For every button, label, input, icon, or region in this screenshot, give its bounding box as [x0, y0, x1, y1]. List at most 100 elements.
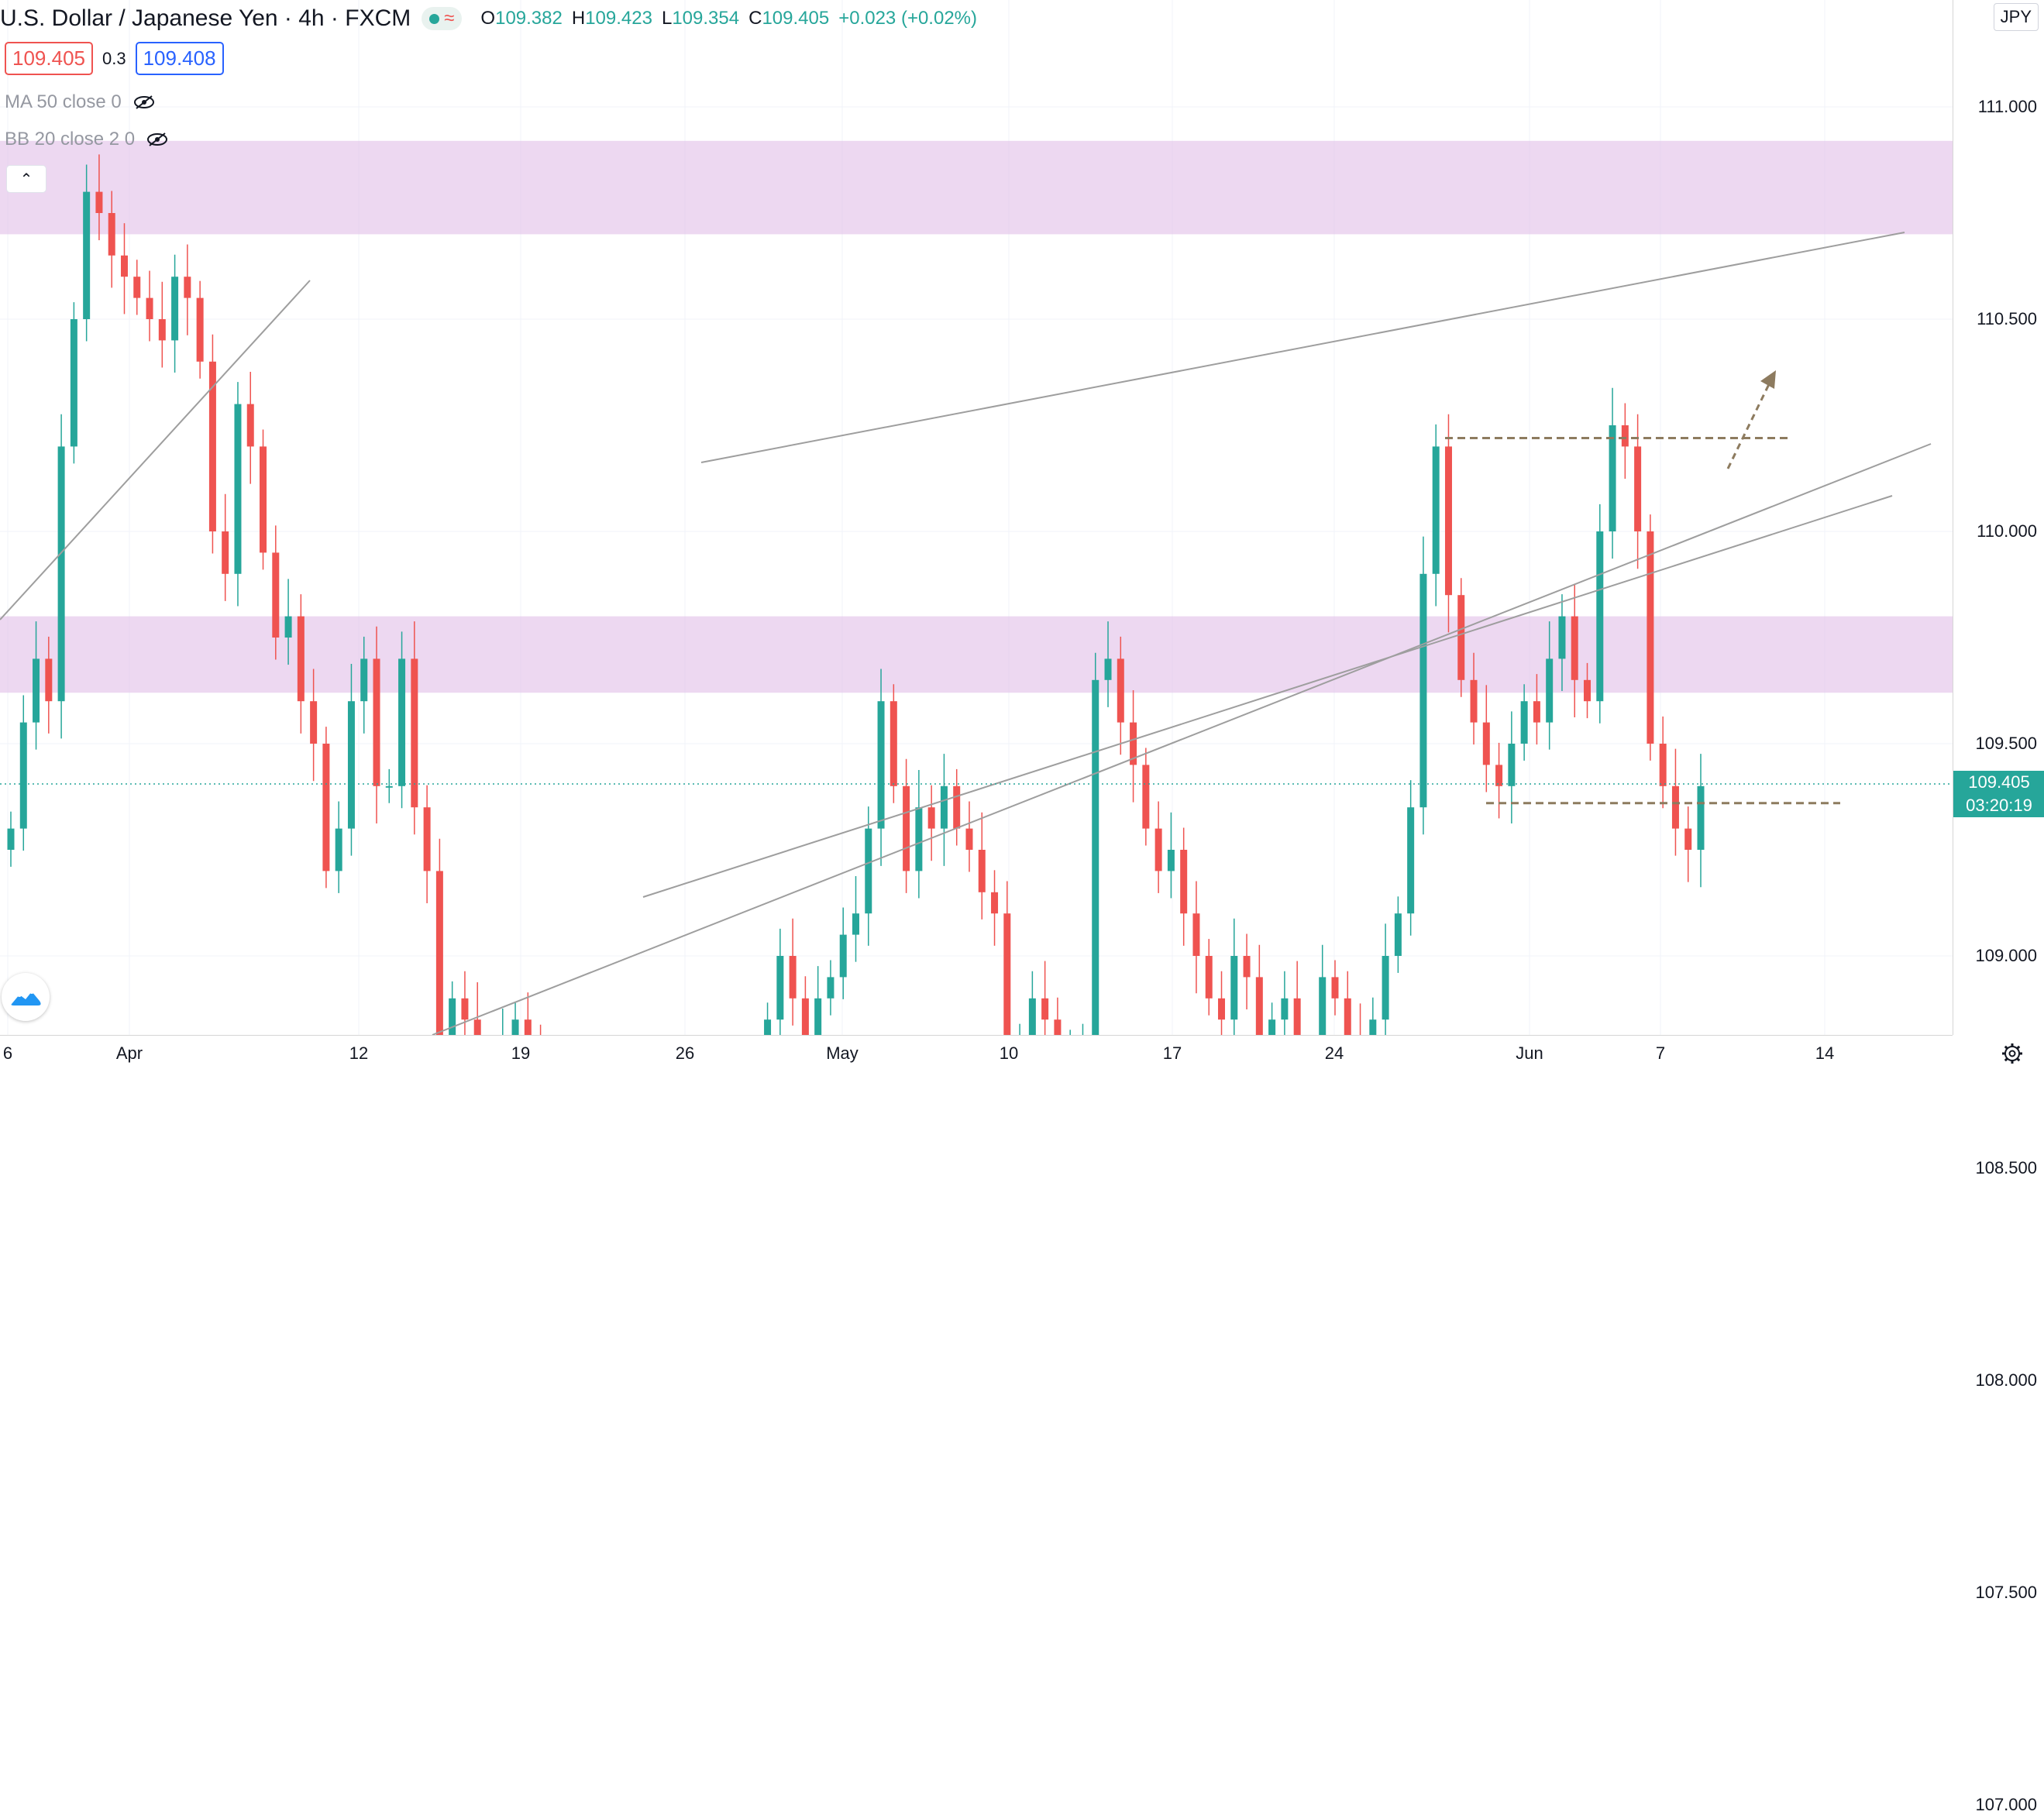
price-tick-label: 107.000 — [1975, 1795, 2037, 1814]
candle-body — [1647, 531, 1654, 744]
candle-body — [322, 744, 330, 871]
candle-body — [208, 361, 216, 531]
settings-gear-icon[interactable] — [2001, 1042, 2024, 1065]
time-tick-label: Apr — [115, 1043, 143, 1063]
symbol-title[interactable]: U.S. Dollar / Japanese Yen · 4h · FXCM — [0, 5, 411, 31]
candle-body — [940, 785, 948, 829]
candle-body — [1192, 913, 1200, 956]
candle-body — [1444, 446, 1452, 596]
candle-body — [1369, 1019, 1377, 1035]
candle-body — [461, 998, 469, 1020]
candle-body — [1571, 616, 1578, 680]
candle-body — [511, 1019, 519, 1035]
projection-arrow-head — [1760, 370, 1776, 389]
price-zone-rect — [0, 616, 1953, 693]
candle-body — [1432, 446, 1440, 574]
price-tick-label: 108.500 — [1975, 1158, 2037, 1177]
price-tick-label: 107.500 — [1975, 1583, 2037, 1602]
time-tick-label: 26 — [675, 1043, 695, 1063]
candle-body — [1558, 616, 1566, 659]
spread-value: 0.3 — [102, 48, 126, 68]
time-tick-label: 17 — [1162, 1043, 1182, 1063]
hidden-eye-icon[interactable] — [146, 132, 169, 147]
time-tick-label: 19 — [511, 1043, 531, 1063]
candle-body — [7, 828, 15, 850]
candle-body — [423, 807, 431, 871]
candle-body — [310, 701, 318, 744]
candle-body — [1041, 998, 1049, 1020]
indicator-ma[interactable]: MA 50 close 0 — [5, 91, 156, 113]
ohlc-change: +0.023 (+0.02%) — [838, 8, 977, 29]
tradingview-logo[interactable] — [2, 973, 50, 1021]
ohlc-close: C109.405 — [748, 8, 830, 29]
price-tick-label: 110.000 — [1977, 521, 2037, 541]
chart-area[interactable]: U.S. Dollar / Japanese Yen · 4h · FXCM ≈… — [0, 0, 1953, 1035]
price-axis[interactable]: JPY 111.500111.000110.500110.000109.5001… — [1953, 0, 2044, 1814]
candle-body — [260, 446, 267, 553]
indicator-bb[interactable]: BB 20 close 2 0 — [5, 129, 169, 150]
candle-body — [1671, 785, 1679, 829]
ohlc-values: O109.382 H109.423 L109.354 C109.405 +0.0… — [480, 8, 977, 29]
candle-body — [33, 658, 40, 723]
candle-body — [1596, 531, 1604, 702]
candle-body — [1293, 998, 1301, 1035]
price-tick-label: 109.000 — [1975, 946, 2037, 965]
price-tick-label: 109.500 — [1975, 734, 2037, 753]
sell-price-button[interactable]: 109.405 — [5, 42, 93, 75]
candle-body — [890, 701, 897, 786]
rising-wedge-lower-line — [642, 495, 1893, 898]
quote-row: 109.405 0.3 109.408 — [5, 42, 224, 75]
candle-body — [133, 277, 141, 298]
candle-body — [435, 871, 443, 1035]
hidden-eye-icon[interactable] — [132, 95, 156, 110]
candle-body — [297, 616, 305, 702]
candle-body — [246, 404, 254, 447]
collapse-legend-button[interactable]: ⌃ — [6, 165, 46, 193]
candle-body — [978, 850, 986, 892]
candle-body — [19, 722, 27, 829]
market-status[interactable]: ≈ — [422, 7, 463, 30]
candlestick-chart[interactable] — [0, 0, 1953, 1035]
candle-body — [1331, 977, 1339, 999]
candle-body — [776, 956, 784, 1020]
candle-body — [1243, 956, 1251, 978]
ohlc-open: O109.382 — [480, 8, 563, 29]
candle-body — [1634, 446, 1642, 531]
candle-body — [927, 807, 935, 829]
candle-body — [373, 658, 380, 786]
candle-body — [45, 658, 53, 702]
candle-body — [171, 277, 179, 341]
candle-body — [1407, 807, 1415, 914]
indicator-bb-label: BB 20 close 2 0 — [5, 129, 136, 150]
candle-body — [1533, 701, 1540, 723]
time-tick-label: 7 — [1655, 1043, 1666, 1063]
candle-body — [827, 977, 834, 999]
current-price-value: 109.405 — [1968, 772, 2030, 792]
candle-body — [991, 892, 999, 914]
candle-body — [1180, 850, 1188, 914]
currency-button[interactable]: JPY — [1993, 3, 2039, 31]
candle-body — [70, 319, 77, 447]
candle-body — [1167, 850, 1175, 871]
candle-body — [877, 701, 885, 829]
market-open-dot-icon — [429, 13, 440, 24]
time-tick-label: Jun — [1516, 1043, 1543, 1063]
candle-body — [1117, 658, 1124, 723]
candle-body — [360, 658, 368, 702]
candle-body — [473, 1019, 481, 1035]
candle-body — [449, 998, 456, 1035]
buy-price-button[interactable]: 109.408 — [135, 42, 224, 75]
candle-body — [1659, 744, 1667, 786]
candle-body — [335, 828, 342, 871]
candle-body — [1092, 679, 1099, 1035]
time-axis[interactable]: 6 Apr 12 19 26 May 10 17 24 Jun 7 14 — [0, 1035, 1953, 1073]
candle-body — [272, 552, 280, 638]
candle-body — [398, 658, 406, 786]
data-delay-wave-icon: ≈ — [444, 8, 455, 29]
candle-body — [284, 616, 292, 638]
tradingview-cloud-icon — [11, 989, 41, 1005]
candle-body — [222, 531, 229, 574]
candle-body — [1457, 595, 1465, 680]
candle-body — [411, 658, 418, 808]
candle-body — [1584, 679, 1591, 702]
